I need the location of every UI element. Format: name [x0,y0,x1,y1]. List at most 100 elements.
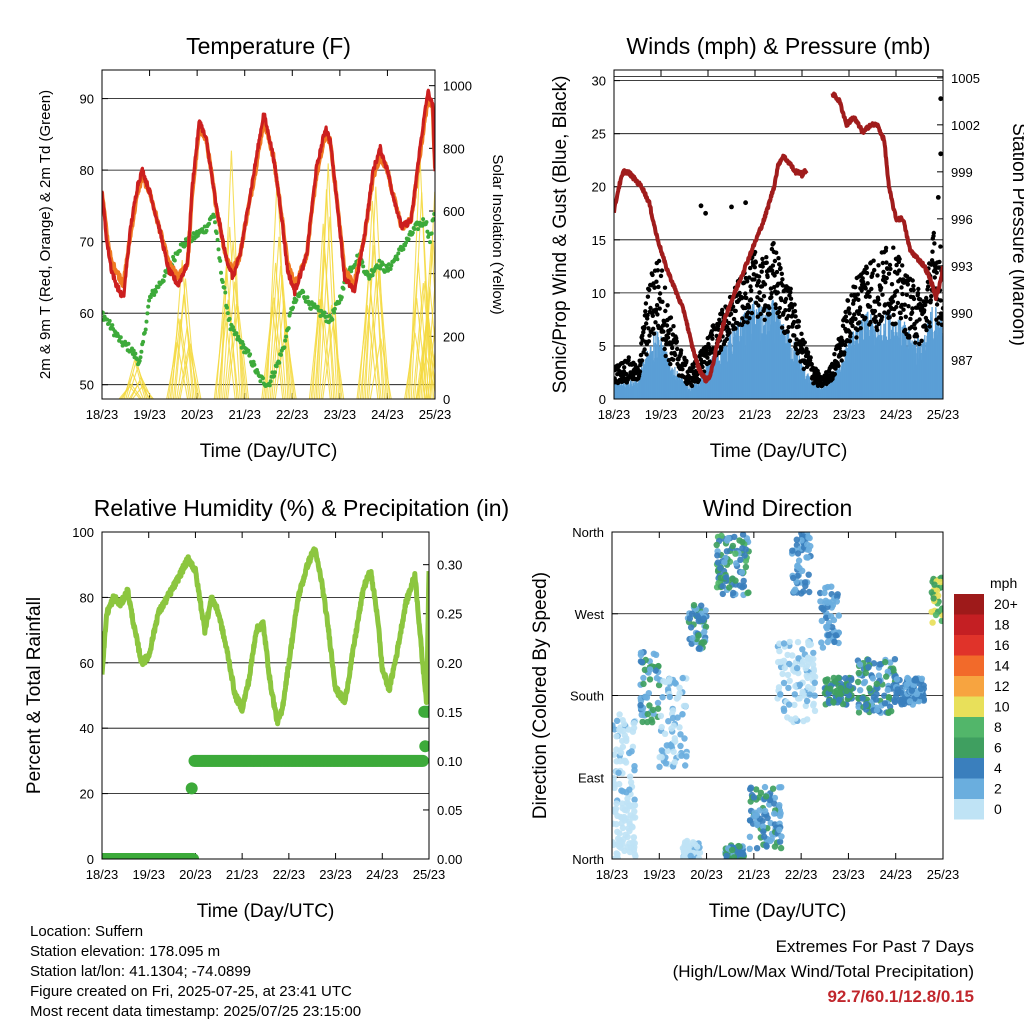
direction-point [834,593,841,600]
direction-point [861,678,869,686]
gust-point [905,282,910,287]
gust-outlier [698,203,704,209]
gust-point [897,268,902,273]
direction-point [761,833,768,840]
gust-point [644,352,649,357]
y-tick-label: 40 [80,721,94,736]
x-tick-label: 24/23 [880,407,913,422]
extremes-subtitle: (High/Low/Max Wind/Total Precipitation) [672,962,974,981]
direction-point [846,682,853,689]
gust-point [860,276,865,281]
y2-axis-label: Solar Insolation (Yellow) [489,154,506,314]
y2-tick-label: 1005 [951,71,980,86]
gust-point [760,264,765,269]
direction-point [667,741,674,749]
direction-point [810,700,817,707]
x-tick-label: 23/23 [832,867,865,882]
direction-point [644,718,651,726]
gust-point [932,275,937,280]
direction-point [713,541,720,549]
dewpoint-point [322,310,327,315]
direction-point [619,743,627,751]
gust-point [724,336,729,342]
gust-point [924,295,929,301]
dewpoint-point [177,248,182,253]
gust-point [651,331,657,336]
x-tick-label: 19/23 [643,867,676,882]
direction-point [674,714,681,721]
colorbar-label: 16 [994,637,1010,653]
gust-point [650,272,655,278]
gust-point [864,265,869,270]
direction-point [670,748,677,755]
dewpoint-point [220,280,225,284]
gust-point [673,352,678,358]
direction-point [777,844,785,852]
gust-point [863,286,868,291]
gust-point [749,310,755,316]
gust-point [877,302,882,307]
colorbar-swatch [954,676,984,697]
direction-point [794,638,802,646]
direction-point [891,656,899,663]
y-axis-label: Sonic/Prop Wind & Gust (Blue, Black) [550,76,571,394]
y2-tick-label: 400 [443,267,465,282]
direction-point [796,681,804,688]
direction-point [824,623,831,630]
direction-point [806,534,813,542]
direction-point [798,532,805,537]
direction-point [932,611,940,619]
gust-point [653,320,658,325]
direction-point [881,700,889,707]
gust-point [907,335,912,340]
dewpoint-point [410,230,415,235]
dewpoint-point [332,310,337,315]
gust-point [927,324,932,329]
gust-point [903,327,908,333]
direction-point [802,665,809,672]
direction-point [769,785,777,792]
gust-point [925,299,930,304]
direction-point [865,664,872,671]
direction-point [809,661,817,668]
direction-point [761,807,769,815]
direction-point [619,800,626,807]
direction-point [784,714,791,721]
y2-tick-label: 990 [951,306,973,321]
gust-point [788,290,793,295]
direction-point [757,789,765,796]
direction-point [630,834,638,841]
gust-point [762,282,768,287]
gust-point [911,287,916,293]
colorbar-swatch [954,737,984,758]
direction-point [894,686,901,693]
direction-point [729,846,736,854]
colorbar-label: 6 [994,740,1002,756]
direction-point [778,833,785,840]
gust-point [870,271,875,276]
direction-point [631,796,638,803]
direction-point [680,846,688,854]
gust-point [788,296,794,301]
gust-point [622,365,627,370]
dewpoint-point [421,217,426,222]
x-tick-label: 21/23 [738,867,771,882]
solar-trace [174,278,197,399]
direction-point [776,784,783,791]
x-tick-label: 19/23 [645,407,678,422]
direction-point [890,667,897,674]
pressure-line [614,153,809,384]
direction-point [719,590,726,598]
gust-point [880,260,885,266]
direction-point [780,705,787,712]
dewpoint-point [216,247,221,252]
gust-point [772,258,778,264]
colorbar-swatch [954,758,984,779]
dewpoint-point [231,325,235,330]
gust-point [852,312,857,317]
precip-point [419,740,429,753]
solar-trace [274,326,297,399]
dewpoint-point [315,304,320,309]
dewpoint-point [246,348,251,353]
y-tick-label: 20 [592,180,606,195]
